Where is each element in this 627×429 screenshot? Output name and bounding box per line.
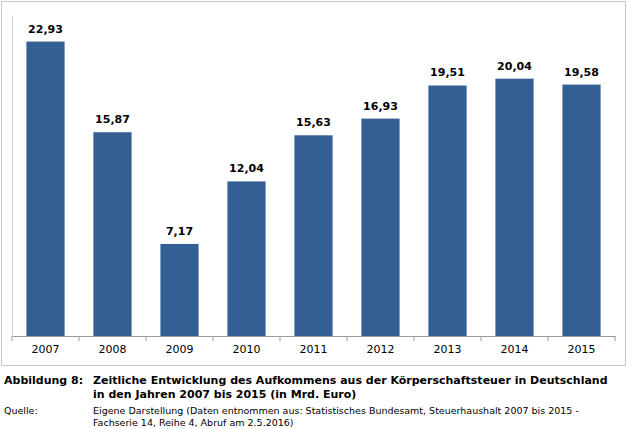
x-axis-line [13, 336, 616, 337]
x-separator [414, 336, 415, 341]
data-label: 19,51 [430, 66, 465, 79]
chart-frame [2, 2, 626, 366]
x-separator [12, 336, 13, 341]
x-separator [280, 336, 281, 341]
x-tick-label: 2010 [233, 343, 261, 356]
x-separators [12, 336, 615, 341]
chart: 2007 2008 2009 2010 2011 2012 2013 2014 2015 22,9… [0, 0, 627, 429]
x-tick-label: 2009 [166, 343, 194, 356]
x-tick-label: 2008 [99, 343, 127, 356]
x-tick: 2008 [99, 343, 127, 356]
bar [93, 132, 131, 336]
x-tick-label: 2013 [434, 343, 462, 356]
title-line: in den Jahren 2007 bis 2015 (in Mrd. Eur… [93, 388, 356, 401]
x-tick: 2009 [166, 343, 194, 356]
data-label: 20,04 [497, 60, 532, 73]
x-tick: 2013 [434, 343, 462, 356]
x-tick: 2010 [233, 343, 261, 356]
x-separator [79, 336, 80, 341]
bar [227, 181, 265, 336]
y-axis-line [12, 16, 13, 337]
x-tick-label: 2014 [501, 343, 529, 356]
source-line: Fachserie 14, Reihe 4, Abruf am 2.5.2016… [93, 417, 294, 428]
x-separator [146, 336, 147, 341]
bar [160, 244, 198, 336]
x-axis: 2007 2008 2009 2010 2011 2012 2013 2014 2015 [13, 337, 616, 356]
source-label: Quelle: [4, 405, 38, 416]
x-separator [481, 336, 482, 341]
bar [361, 119, 399, 336]
data-label: 7,17 [166, 225, 193, 238]
title-line: Zeitliche Entwicklung des Aufkommens aus… [93, 374, 608, 387]
data-label: 15,63 [296, 116, 331, 129]
y-axis [12, 16, 13, 337]
bars [26, 42, 600, 336]
x-tick-label: 2012 [367, 343, 395, 356]
data-label: 22,93 [28, 23, 63, 36]
bar [26, 42, 64, 336]
x-tick: 2014 [501, 343, 529, 356]
data-labels: 22,93 15,87 7,17 12,04 15,63 16,93 19,51 20,04 1… [28, 23, 599, 238]
source-line: Eigene Darstellung (Daten entnommen aus:… [93, 405, 579, 416]
data-label: 15,87 [95, 113, 130, 126]
data-label: 12,04 [229, 162, 264, 175]
x-tick: 2015 [568, 343, 596, 356]
bar [495, 79, 533, 336]
x-tick: 2012 [367, 343, 395, 356]
x-separator [615, 336, 616, 341]
x-tick-label: 2015 [568, 343, 596, 356]
x-separator [347, 336, 348, 341]
bar [562, 85, 600, 336]
x-separator [213, 336, 214, 341]
data-label: 19,58 [564, 66, 599, 79]
data-label: 16,93 [363, 100, 398, 113]
x-tick: 2007 [32, 343, 60, 356]
figure-label: Abbildung 8: [4, 374, 83, 387]
caption: Abbildung 8: Zeitliche Entwicklung des Au… [4, 374, 608, 428]
x-separator [548, 336, 549, 341]
x-tick: 2011 [300, 343, 328, 356]
bar [294, 135, 332, 336]
x-tick-label: 2007 [32, 343, 60, 356]
bar [428, 85, 466, 336]
x-tick-label: 2011 [300, 343, 328, 356]
